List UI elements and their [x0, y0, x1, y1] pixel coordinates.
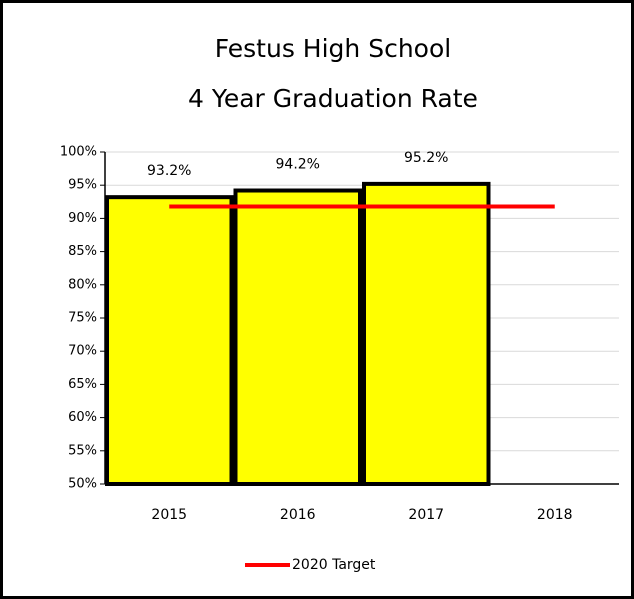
bar	[105, 195, 234, 486]
value-label: 95.2%	[404, 150, 448, 166]
legend-label: 2020 Target	[292, 557, 376, 573]
x-tick-label: 2018	[537, 507, 573, 523]
bar	[233, 188, 362, 486]
y-tick-label: 90%	[68, 211, 97, 226]
y-tick-label: 75%	[68, 311, 97, 326]
value-label: 94.2%	[276, 157, 320, 173]
y-tick-label: 85%	[68, 244, 97, 259]
y-tick-label: 70%	[68, 344, 97, 359]
y-tick-label: 65%	[68, 377, 97, 392]
chart-title: Festus High School	[215, 34, 451, 63]
y-tick-label: 80%	[68, 277, 97, 292]
x-tick-label: 2016	[280, 507, 316, 523]
y-tick-label: 60%	[68, 410, 97, 425]
x-tick-label: 2017	[408, 507, 444, 523]
y-tick-label: 55%	[68, 443, 97, 458]
y-tick-label: 95%	[68, 178, 97, 193]
y-tick-label: 100%	[60, 145, 97, 160]
chart-subtitle: 4 Year Graduation Rate	[188, 84, 478, 113]
x-tick-label: 2015	[151, 507, 187, 523]
value-label: 93.2%	[147, 163, 191, 179]
y-tick-label: 50%	[68, 477, 97, 492]
bar	[362, 181, 491, 486]
